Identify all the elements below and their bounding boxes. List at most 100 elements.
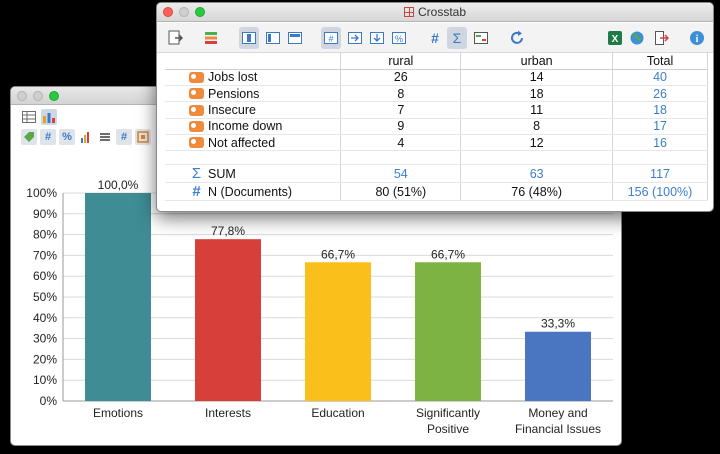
table-row[interactable]: Insecure 7 11 18 (165, 101, 708, 119)
grid-icon[interactable]: # (116, 129, 132, 145)
bar[interactable] (85, 193, 151, 401)
close-button[interactable] (163, 7, 173, 17)
cell-total: 40 (612, 69, 708, 87)
bar-value-label: 77,8% (211, 224, 245, 238)
svg-text:i: i (696, 34, 699, 45)
svg-text:#: # (328, 34, 333, 44)
column-header (165, 53, 342, 70)
cell-rural[interactable]: 9 (340, 118, 462, 135)
bar[interactable] (415, 262, 481, 401)
table-icon[interactable] (21, 109, 37, 125)
bar-value-label: 66,7% (321, 247, 355, 261)
n-documents-row: # N (Documents) 80 (51%) 76 (48%) 156 (10… (165, 182, 708, 202)
chart-toolbar-bottom: # % # (21, 129, 151, 145)
y-tick-label: 100% (26, 186, 57, 200)
hash-icon: # (192, 183, 201, 201)
cell-urban[interactable]: 14 (460, 69, 614, 87)
columns-view-icon[interactable] (263, 27, 283, 49)
crosstab-window: Crosstab # % # Σ (156, 2, 714, 212)
crosstab-titlebar: Crosstab (157, 3, 713, 22)
y-tick-label: 80% (33, 228, 57, 242)
y-tick-label: 90% (33, 207, 57, 221)
cell-rural[interactable]: 4 (340, 134, 462, 152)
settings-icon[interactable] (135, 129, 151, 145)
table-row[interactable]: Not affected 4 12 16 (165, 134, 708, 152)
sum-icon[interactable]: Σ (447, 27, 467, 49)
bar-chart-svg: 0% 10% 20% 30% 40% 50% 60% 70% 80% 90% 100% 100,0% E… (26, 178, 613, 436)
sum-icon: Σ (191, 165, 202, 183)
cell-urban[interactable]: 11 (460, 101, 614, 119)
table-row[interactable]: Pensions 8 18 26 (165, 85, 708, 103)
exit-icon[interactable] (651, 27, 671, 49)
excel-icon[interactable]: X (605, 27, 625, 49)
column-header[interactable]: rural (340, 53, 462, 70)
table-row[interactable]: Jobs lost 26 14 40 (165, 69, 708, 87)
hash-icon[interactable]: # (40, 129, 56, 145)
bar-chart-icon[interactable] (41, 109, 57, 125)
x-category-label: Emotions (93, 406, 143, 420)
code-icon (189, 137, 204, 149)
crosstab-icon (403, 7, 414, 17)
x-category-label: Financial Issues (515, 422, 601, 436)
bar[interactable] (195, 239, 261, 401)
column-header[interactable]: urban (460, 53, 614, 70)
table-header-row: rural urban Total (165, 53, 708, 70)
code-list-icon[interactable] (201, 27, 221, 49)
code-icon (189, 120, 204, 132)
cell-total: 18 (612, 101, 708, 119)
y-tick-label: 20% (33, 352, 57, 366)
bar[interactable] (525, 331, 591, 401)
y-tick-label: 30% (33, 332, 57, 346)
minimize-button[interactable] (33, 91, 43, 101)
cell-total: 16 (612, 134, 708, 152)
cell-rural[interactable]: 7 (340, 101, 462, 119)
cell-total: 17 (612, 118, 708, 135)
cell-urban[interactable]: 18 (460, 85, 614, 103)
x-category-label: Positive (427, 422, 469, 436)
row-label: Pensions (208, 86, 260, 101)
refresh-icon[interactable] (507, 27, 527, 49)
table-view-icon[interactable] (285, 27, 305, 49)
crosstab-table: rural urban Total Jobs lost 26 14 40 Pen… (165, 53, 708, 202)
cell-total: 26 (612, 85, 708, 103)
cell-urban[interactable]: 12 (460, 134, 614, 152)
cell-rural[interactable]: 26 (340, 69, 462, 87)
percent-icon[interactable]: % (59, 129, 75, 145)
close-button[interactable] (17, 91, 27, 101)
arrow-down-icon[interactable] (367, 27, 387, 49)
minimize-button[interactable] (179, 7, 189, 17)
cell-rural[interactable]: 8 (340, 85, 462, 103)
crosstab-toolbar: # % # Σ X i (157, 23, 713, 53)
cell-total: 156 (100%) (612, 182, 708, 202)
column-header[interactable]: Total (612, 53, 708, 70)
list-icon[interactable] (97, 129, 113, 145)
y-tick-label: 0% (40, 394, 58, 408)
cell-rural: 54 (340, 164, 462, 184)
bar-value-label: 33,3% (541, 317, 575, 331)
rows-view-icon[interactable] (239, 27, 259, 49)
row-label: Insecure (208, 103, 256, 118)
x-category-label: Money and (528, 406, 587, 420)
number-icon[interactable]: # (431, 30, 439, 46)
chart-icon[interactable] (471, 27, 491, 49)
export-icon[interactable] (165, 27, 185, 49)
zoom-button[interactable] (49, 91, 59, 101)
cell-urban[interactable]: 8 (460, 118, 614, 135)
sum-row: Σ SUM 54 63 117 (165, 164, 708, 184)
bar[interactable] (305, 262, 371, 401)
table-row[interactable]: Income down 9 8 17 (165, 118, 708, 135)
hash-format-icon[interactable]: # (321, 27, 341, 49)
code-icon (189, 71, 204, 83)
info-icon[interactable]: i (687, 27, 707, 49)
sort-icon[interactable] (78, 129, 94, 145)
web-icon[interactable] (627, 27, 647, 49)
cell-urban: 63 (460, 164, 614, 184)
row-label: N (Documents) (208, 184, 293, 199)
zoom-button[interactable] (195, 7, 205, 17)
row-label: Income down (208, 119, 283, 134)
percent-icon[interactable]: % (389, 27, 409, 49)
row-label: Not affected (208, 135, 276, 150)
y-tick-label: 60% (33, 269, 57, 283)
tag-icon[interactable] (21, 129, 37, 145)
arrow-right-icon[interactable] (345, 27, 365, 49)
